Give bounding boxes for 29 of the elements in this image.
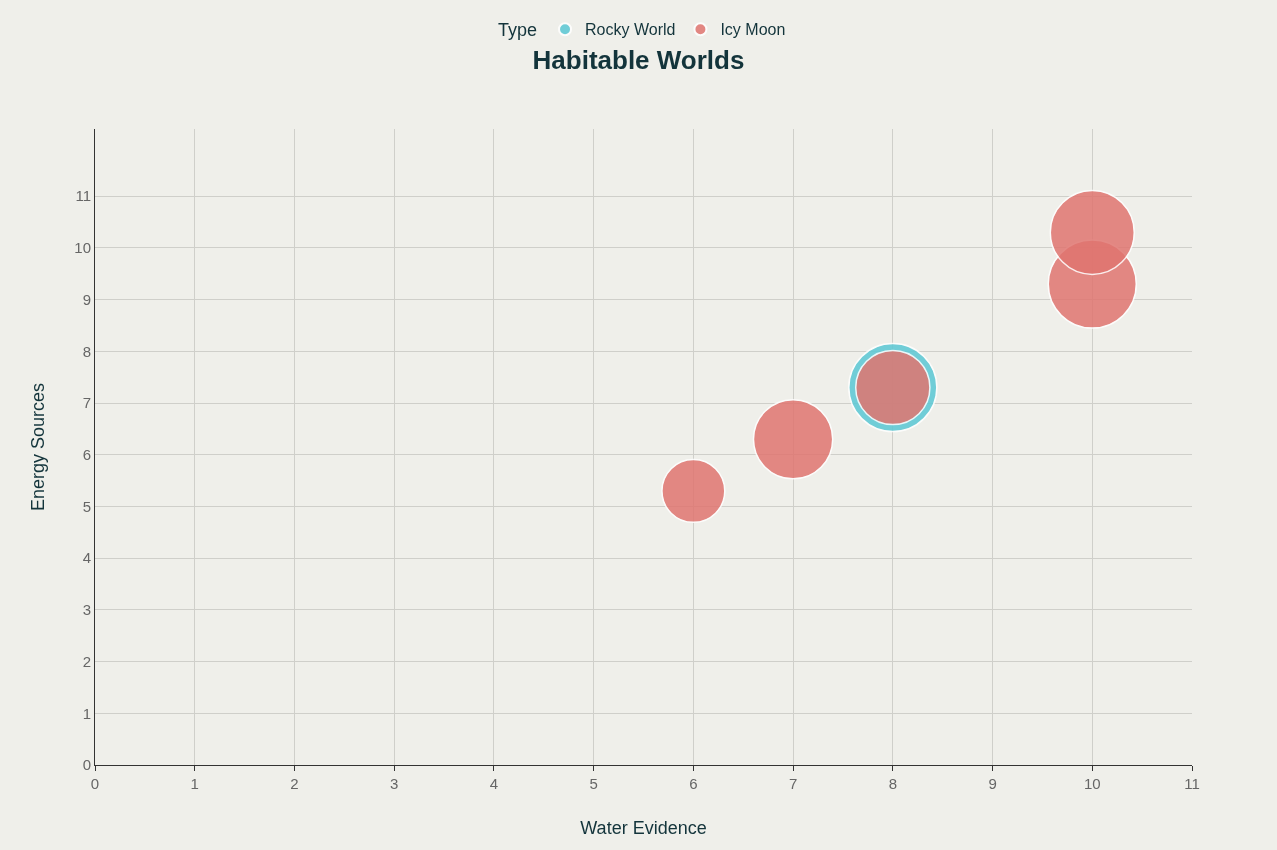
legend-title: Type: [498, 19, 538, 40]
y-tick-label: 9: [82, 290, 91, 308]
y-tick-label: 4: [82, 549, 91, 567]
y-axis-title: Energy Sources: [27, 382, 48, 512]
y-tick-label: 2: [82, 652, 91, 670]
y-tick-label: 8: [82, 342, 91, 360]
x-tick-label: 3: [390, 775, 399, 792]
y-tick-label: 1: [82, 704, 91, 722]
y-tick-label: 10: [74, 239, 91, 257]
x-tick-label: 10: [1083, 775, 1101, 792]
chart-title: Habitable Worlds: [532, 44, 745, 75]
y-tick-label: 7: [82, 394, 91, 412]
x-axis-title: Water Evidence: [580, 818, 707, 839]
x-tick-label: 1: [190, 775, 199, 792]
y-tick-label: 0: [82, 756, 91, 774]
y-tick-label: 11: [75, 187, 91, 205]
y-tick-label: 6: [82, 446, 91, 464]
legend-label: Rocky World: [585, 21, 676, 39]
x-tick-label: 6: [689, 775, 698, 792]
x-tick-label: 11: [1184, 775, 1200, 792]
x-tick-label: 2: [290, 775, 299, 792]
x-tick-label: 9: [988, 775, 997, 792]
legend-label: Icy Moon: [720, 21, 786, 39]
y-tick-label: 3: [82, 601, 91, 619]
x-tick-label: 5: [589, 775, 598, 792]
x-tick-label: 8: [888, 775, 897, 792]
y-tick-label: 5: [82, 497, 91, 515]
x-tick-label: 7: [788, 775, 798, 792]
x-tick-label: 4: [489, 775, 499, 792]
